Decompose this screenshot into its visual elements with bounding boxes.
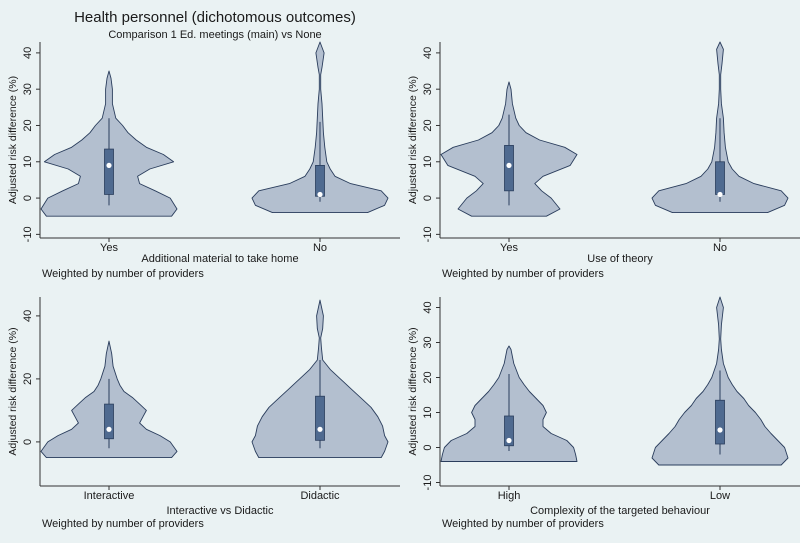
x-axis-title: Interactive vs Didactic <box>167 505 274 517</box>
y-tick-label: 10 <box>22 156 34 168</box>
y-tick-label: 40 <box>422 301 434 313</box>
y-tick-label: 10 <box>422 156 434 168</box>
x-tick-label: No <box>713 242 727 254</box>
y-tick-label: 30 <box>422 336 434 348</box>
panel-2: -10 0 10 20 30 40 Adjusted risk difference (%)… <box>407 41 800 280</box>
y-axis-title: Adjusted risk difference (%) <box>7 76 19 204</box>
y-axis-title: Adjusted risk difference (%) <box>7 327 19 455</box>
y-tick-label: -10 <box>422 226 434 242</box>
y-tick-label: 40 <box>22 47 34 59</box>
panel-1: -10 0 10 20 30 40 Adjusted risk difference (%)… <box>7 41 400 280</box>
y-tick-label: 10 <box>422 406 434 418</box>
iqr-box <box>315 165 325 197</box>
median-dot <box>106 426 112 432</box>
y-tick-label: 20 <box>22 373 34 385</box>
figure-subtitle: Comparison 1 Ed. meetings (main) vs None <box>108 29 321 41</box>
y-axis-title: Adjusted risk difference (%) <box>407 76 419 204</box>
x-axis-title: Additional material to take home <box>141 253 298 265</box>
x-tick-label: Yes <box>500 242 518 254</box>
x-tick-label: High <box>498 490 521 502</box>
y-tick-label: 40 <box>22 310 34 322</box>
median-dot <box>717 427 723 433</box>
y-tick-label: 0 <box>422 444 434 450</box>
y-tick-label: 0 <box>422 195 434 201</box>
y-tick-label: 30 <box>22 83 34 95</box>
weighting-note: Weighted by number of providers <box>442 518 604 530</box>
figure-title: Health personnel (dichotomous outcomes) <box>74 9 356 26</box>
median-dot <box>506 437 512 444</box>
y-tick-label: 30 <box>422 83 434 95</box>
iqr-box <box>715 161 725 195</box>
y-tick-label: 20 <box>22 119 34 131</box>
y-tick-label: 0 <box>22 195 34 201</box>
y-tick-label: -10 <box>422 475 434 491</box>
x-axis-title: Complexity of the targeted behaviour <box>530 505 710 517</box>
weighting-note: Weighted by number of providers <box>42 268 204 280</box>
median-dot <box>317 426 323 432</box>
x-tick-label: Didactic <box>300 490 340 502</box>
iqr-box <box>315 395 325 441</box>
y-tick-label: 0 <box>22 439 34 445</box>
y-tick-label: 20 <box>422 119 434 131</box>
median-dot <box>506 162 512 169</box>
y-tick-label: 20 <box>422 371 434 383</box>
weighting-note: Weighted by number of providers <box>442 268 604 280</box>
iqr-box <box>504 415 514 447</box>
weighting-note: Weighted by number of providers <box>42 518 204 530</box>
iqr-box <box>504 145 514 192</box>
x-tick-label: Low <box>710 490 730 502</box>
x-tick-label: Interactive <box>84 490 135 502</box>
iqr-box <box>104 403 114 440</box>
iqr-box <box>715 399 725 445</box>
iqr-box <box>104 148 114 195</box>
median-dot <box>317 191 323 198</box>
y-tick-label: -10 <box>22 226 34 242</box>
x-tick-label: Yes <box>100 242 118 254</box>
median-dot <box>106 162 112 169</box>
panel-4: -10 0 10 20 30 40 Adjusted risk difference (%)… <box>407 296 800 530</box>
y-tick-label: 40 <box>422 47 434 59</box>
x-axis-title: Use of theory <box>587 253 653 265</box>
y-axis-title: Adjusted risk difference (%) <box>407 327 419 455</box>
median-dot <box>717 191 723 198</box>
x-tick-label: No <box>313 242 327 254</box>
